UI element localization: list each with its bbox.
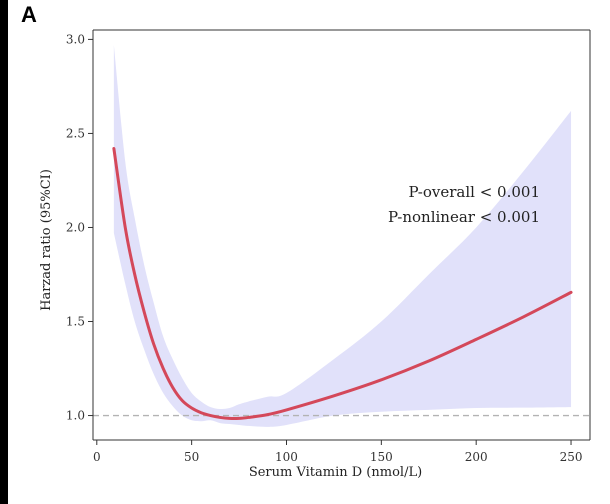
ticks: 0 50 100 150 200 250 1.0 1.5 2.0 2.5 3.0 <box>66 32 583 464</box>
y-tick-label: 3.0 <box>66 32 85 46</box>
x-axis-title: Serum Vitamin D (nmol/L) <box>249 465 422 480</box>
x-tick-label: 50 <box>184 450 199 464</box>
ci-band-layer <box>113 45 572 427</box>
y-axis-title: Harzad ratio (95%CI) <box>39 169 54 311</box>
x-tick-label: 100 <box>275 450 298 464</box>
y-tick-label: 2.5 <box>66 126 85 140</box>
hr-curve-layer <box>112 146 573 420</box>
x-tick-label: 150 <box>370 450 393 464</box>
p-nonlinear-annotation: P-nonlinear < 0.001 <box>388 208 540 226</box>
x-tick-label: 0 <box>93 450 101 464</box>
x-tick-label: 250 <box>560 450 583 464</box>
panel-label: A <box>21 2 37 27</box>
x-tick-label: 200 <box>465 450 488 464</box>
hr-curve <box>112 146 573 420</box>
p-overall-annotation: P-overall < 0.001 <box>409 183 540 201</box>
y-tick-label: 1.0 <box>66 409 85 423</box>
axes <box>92 29 591 441</box>
y-tick-label: 1.5 <box>66 315 85 329</box>
y-tick-label: 2.0 <box>66 220 85 234</box>
ci-band <box>113 45 572 427</box>
